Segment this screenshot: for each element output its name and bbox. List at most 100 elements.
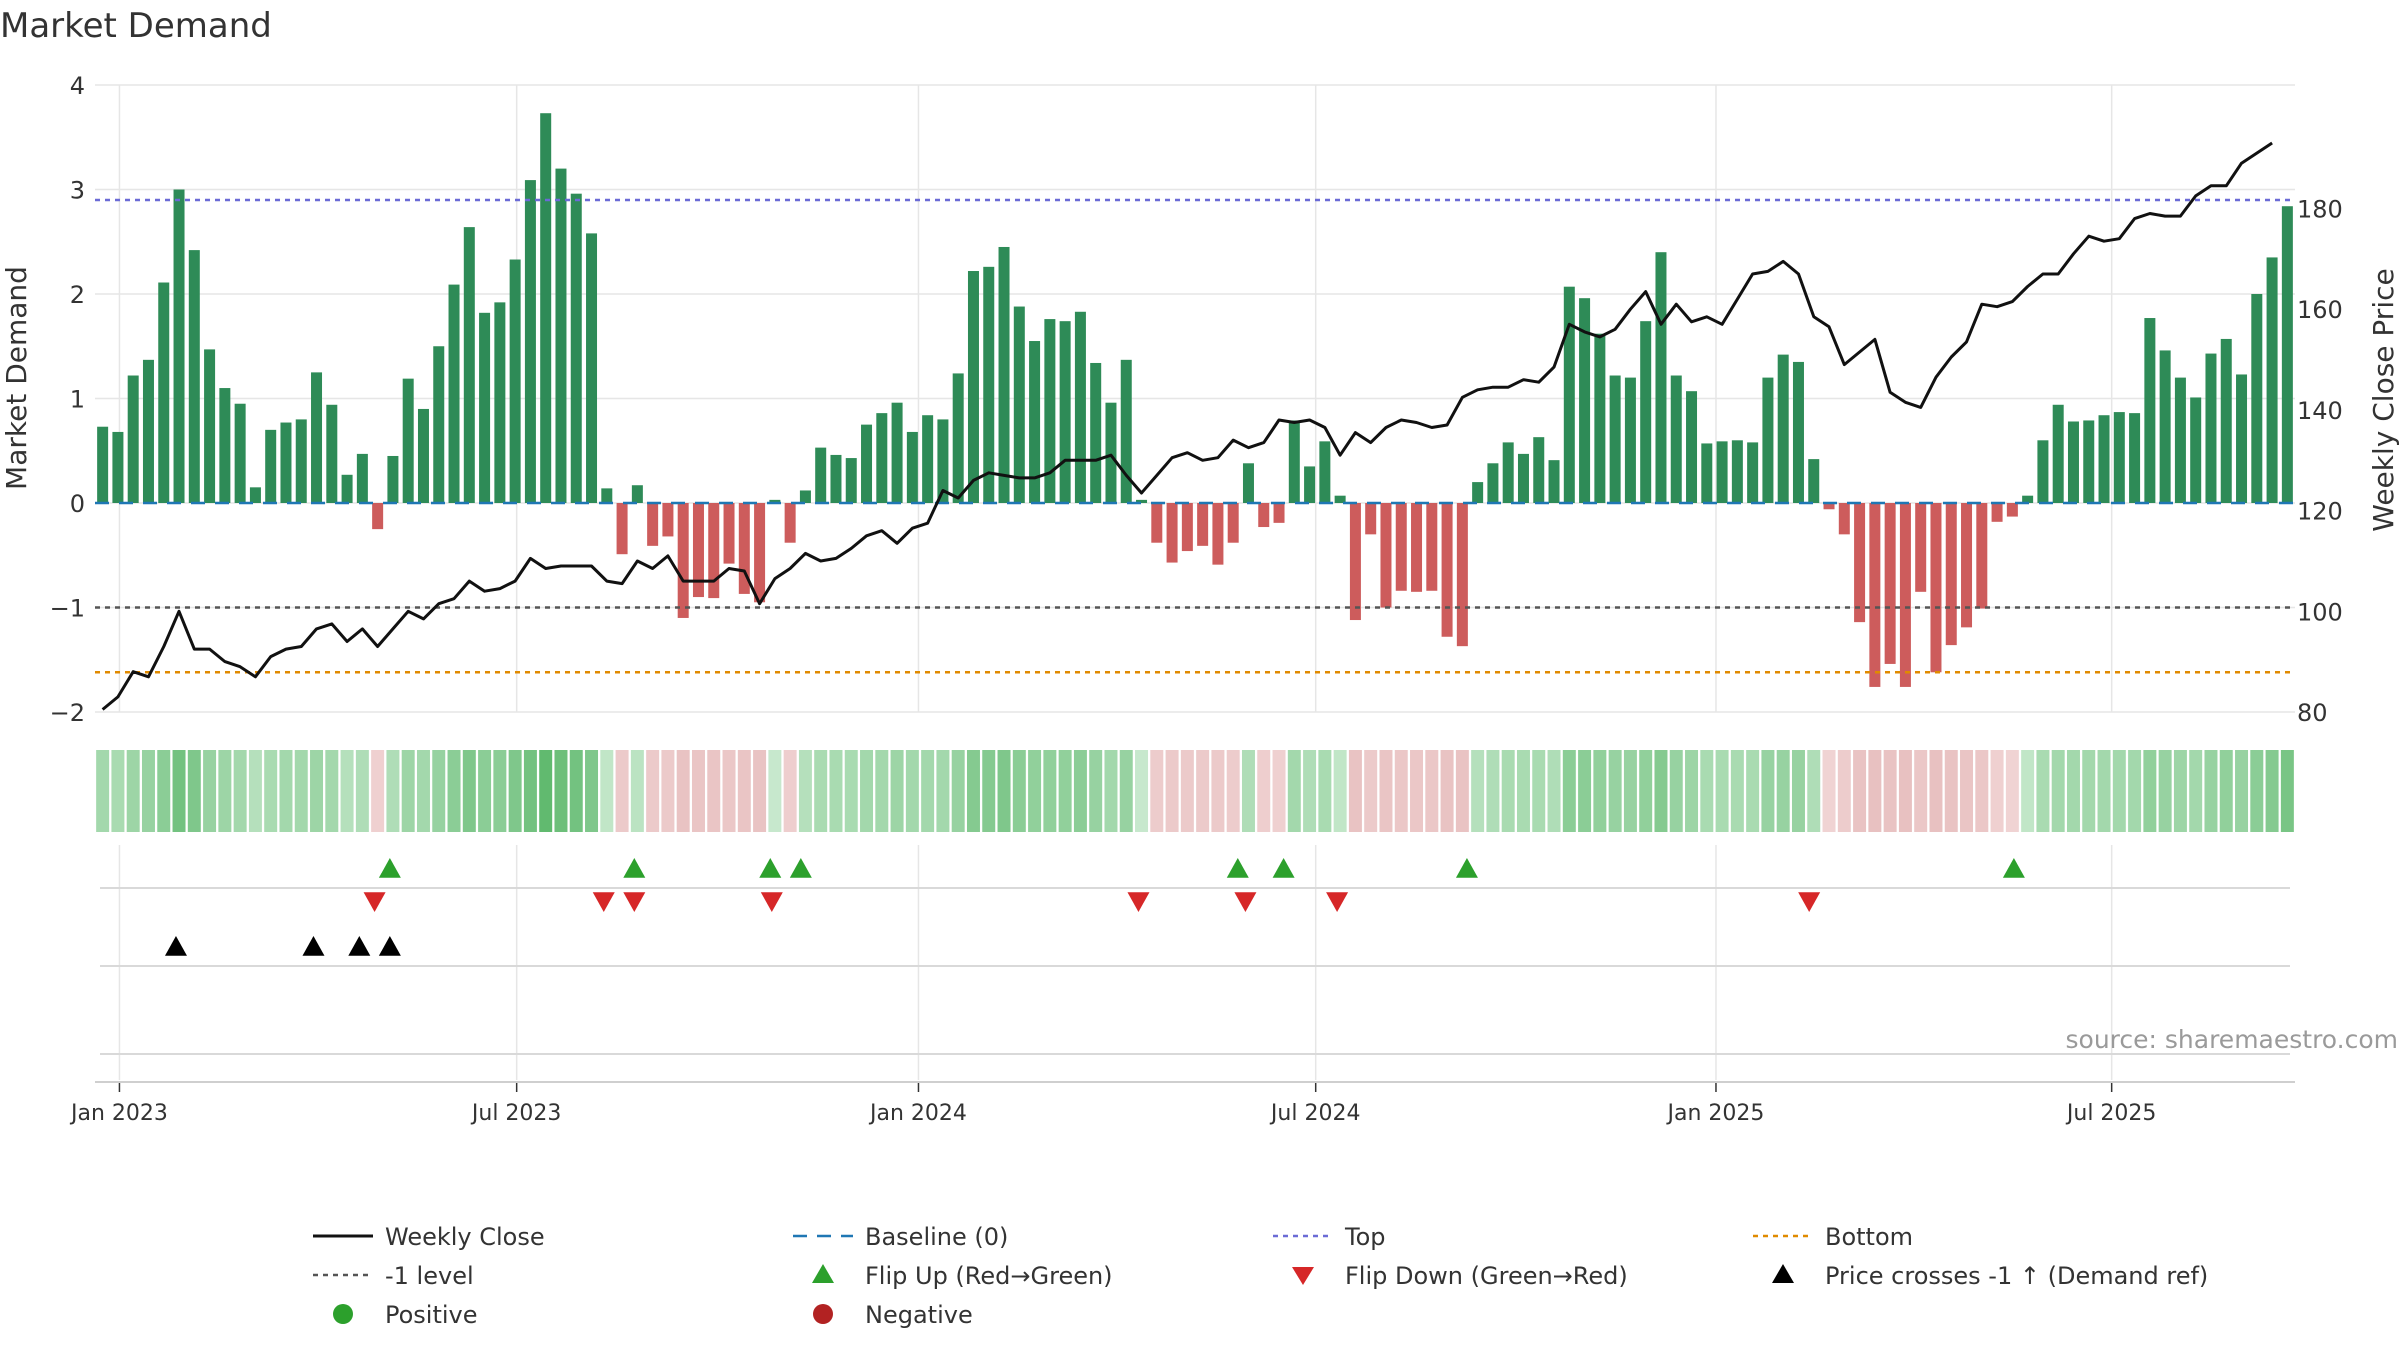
demand-bar-positive (906, 431, 918, 503)
demand-bar-negative (1441, 503, 1453, 637)
heat-strip-cell (936, 750, 950, 832)
demand-bar-negative (1899, 503, 1911, 687)
heat-strip-cell (1471, 750, 1485, 832)
heat-strip-cell (1379, 750, 1393, 832)
heat-strip-cell (783, 750, 797, 832)
demand-bar-positive (188, 250, 200, 503)
heat-strip-cell (1853, 750, 1867, 832)
flip-up-marker (759, 858, 782, 878)
heat-strip-cell (325, 750, 339, 832)
heat-strip-cell (2219, 750, 2233, 832)
flip-down-marker (1326, 892, 1349, 912)
heat-strip-cell (1837, 750, 1851, 832)
demand-bar-negative (1197, 503, 1209, 546)
heat-strip-cell (1990, 750, 2004, 832)
flip-up-marker (1272, 858, 1295, 878)
heat-strip-cell (96, 750, 110, 832)
x-tick-label: Jul 2025 (2065, 1101, 2157, 1126)
heat-strip-cell (1455, 750, 1469, 832)
heat-strip-cell (2005, 750, 2019, 832)
demand-bar-positive (1716, 441, 1728, 503)
flip-down-marker (1798, 892, 1821, 912)
y-tick-label: 4 (70, 72, 85, 100)
legend-swatch (812, 1264, 834, 1283)
demand-bar-positive (219, 388, 231, 503)
heat-strip-cell (1562, 750, 1576, 832)
demand-bar-positive (2281, 206, 2293, 503)
heat-strip-cell (187, 750, 201, 832)
demand-bar-positive (570, 193, 582, 503)
heat-strip-cell (1608, 750, 1622, 832)
demand-bar-positive (1609, 375, 1621, 503)
demand-bar-negative (1273, 503, 1285, 523)
demand-bar-negative (1426, 503, 1438, 591)
heat-strip-cell (2097, 750, 2111, 832)
demand-bar-positive (1090, 362, 1102, 503)
demand-bar-positive (204, 349, 216, 503)
heat-strip-cell (737, 750, 751, 832)
weekly-close-line (101, 141, 2273, 711)
demand-bar-positive (998, 246, 1010, 503)
demand-bar-negative (1945, 503, 1957, 646)
heat-strip-cell (1257, 750, 1271, 832)
demand-bar-positive (2129, 413, 2141, 503)
heat-strip-cell (569, 750, 583, 832)
legend-swatch (1772, 1264, 1794, 1283)
heat-strip-cell (310, 750, 324, 832)
demand-bar-positive (1487, 463, 1499, 503)
heat-strip-cell (1043, 750, 1057, 832)
legend-swatch (333, 1304, 353, 1324)
heat-strip-cell (585, 750, 599, 832)
heat-strip-cell (1578, 750, 1592, 832)
y2-tick-label: 80 (2297, 699, 2328, 727)
heat-strip-cell (2265, 750, 2279, 832)
heat-strip-cell (141, 750, 155, 832)
heat-strip-cell (2112, 750, 2126, 832)
demand-bar-positive (2251, 294, 2263, 503)
demand-bar-negative (692, 503, 704, 598)
legend-item-negative: Negative (813, 1301, 973, 1329)
demand-bar-negative (662, 503, 674, 537)
heat-strip-cell (1425, 750, 1439, 832)
demand-bar-positive (830, 454, 842, 503)
demand-bar-negative (1838, 503, 1850, 535)
demand-bar-negative (616, 503, 628, 555)
demand-bar-positive (876, 413, 888, 503)
heat-strip-cell (905, 750, 919, 832)
heat-strip-cell (814, 750, 828, 832)
heat-strip-cell (722, 750, 736, 832)
heat-strip-cell (493, 750, 507, 832)
demand-bar-positive (2144, 318, 2156, 503)
demand-bar-negative (1991, 503, 2003, 522)
heat-strip-cell (1486, 750, 1500, 832)
price-cross-marker (378, 936, 401, 956)
demand-bar-positive (341, 474, 353, 503)
heat-strip-cell (1180, 750, 1194, 832)
heat-strip-cell (2128, 750, 2142, 832)
heat-strip-cell (691, 750, 705, 832)
demand-bar-positive (2083, 420, 2095, 503)
heat-strip-cell (2189, 750, 2203, 832)
demand-bar-positive (417, 408, 429, 503)
demand-bar-positive (2037, 440, 2049, 503)
heat-strip-cell (294, 750, 308, 832)
demand-bar-positive (937, 419, 949, 503)
demand-bar-positive (2220, 338, 2232, 503)
heat-strip-cell (753, 750, 767, 832)
demand-bar-positive (1029, 341, 1041, 503)
heat-strip-cell (860, 750, 874, 832)
demand-bar-negative (708, 503, 720, 599)
demand-bar-positive (983, 266, 995, 503)
heat-strip-cell (646, 750, 660, 832)
y2-axis-label: Weekly Close Price (2367, 268, 2400, 531)
demand-bar-positive (631, 485, 643, 503)
heat-strip-cell (1150, 750, 1164, 832)
heat-strip-cell (1394, 750, 1408, 832)
heat-strip-cell (2066, 750, 2080, 832)
demand-bar-positive (1563, 286, 1575, 503)
demand-bar-positive (555, 168, 567, 503)
heat-strip-cell (1501, 750, 1515, 832)
heat-strip-cell (2235, 750, 2249, 832)
price-cross-marker (348, 936, 371, 956)
demand-bar-positive (1747, 442, 1759, 503)
